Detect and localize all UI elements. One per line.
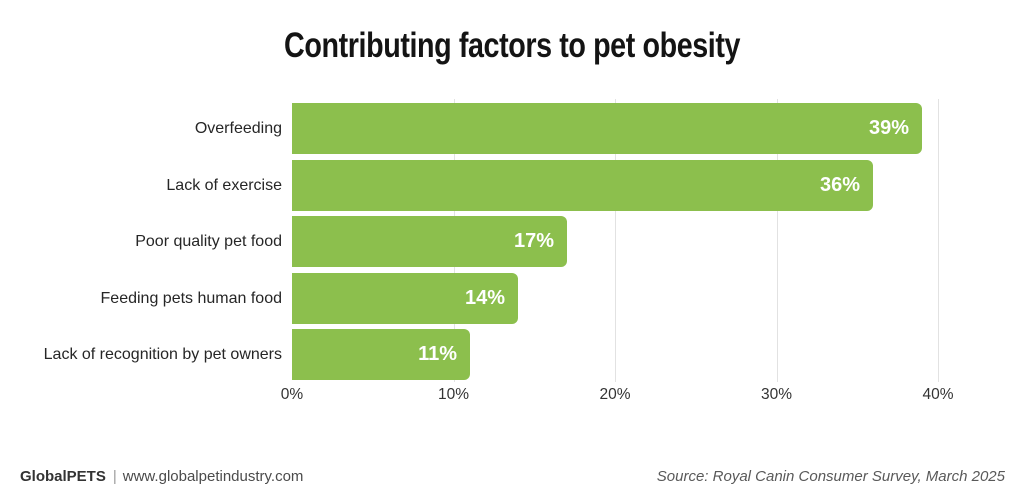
bar-value-label: 11% bbox=[418, 343, 457, 365]
chart-title-text: Contributing factors to pet obesity bbox=[283, 26, 740, 65]
x-axis-tick-label: 30% bbox=[760, 386, 793, 403]
bar-2: 36% bbox=[292, 160, 873, 211]
chart-title: Contributing factors to pet obesity bbox=[0, 26, 1024, 66]
bar-4: 14% bbox=[292, 273, 518, 324]
gridline-20% bbox=[615, 99, 616, 382]
x-axis-tick-label: 20% bbox=[599, 386, 631, 403]
footer-branding: GlobalPETS | www.globalpetindustry.com bbox=[20, 468, 303, 485]
category-label: Overfeeding bbox=[194, 120, 282, 137]
gridline-40% bbox=[938, 99, 939, 382]
source-attribution: Source: Royal Canin Consumer Survey, Mar… bbox=[656, 468, 1005, 485]
category-label: Feeding pets human food bbox=[100, 290, 282, 307]
x-axis-tick-label: 40% bbox=[922, 386, 954, 403]
website-url: www.globalpetindustry.com bbox=[122, 468, 304, 485]
category-label: Poor quality pet food bbox=[135, 233, 282, 250]
bar-3: 17% bbox=[292, 216, 567, 267]
bar-value-label: 17% bbox=[513, 230, 554, 252]
category-label: Lack of recognition by pet owners bbox=[43, 346, 282, 363]
brand-name: GlobalPETS bbox=[20, 468, 106, 485]
bar-5: 11% bbox=[292, 329, 470, 380]
x-axis-tick-label: 0% bbox=[280, 386, 304, 403]
bar-value-label: 39% bbox=[868, 117, 909, 139]
x-axis-tick-label: 10% bbox=[437, 386, 470, 403]
gridline-30% bbox=[776, 99, 778, 382]
bar-value-label: 14% bbox=[464, 287, 505, 309]
footer-separator: | bbox=[112, 468, 117, 485]
bar-value-label: 36% bbox=[819, 174, 860, 196]
bar-1: 39% bbox=[292, 103, 922, 154]
category-label: Lack of exercise bbox=[166, 177, 282, 194]
